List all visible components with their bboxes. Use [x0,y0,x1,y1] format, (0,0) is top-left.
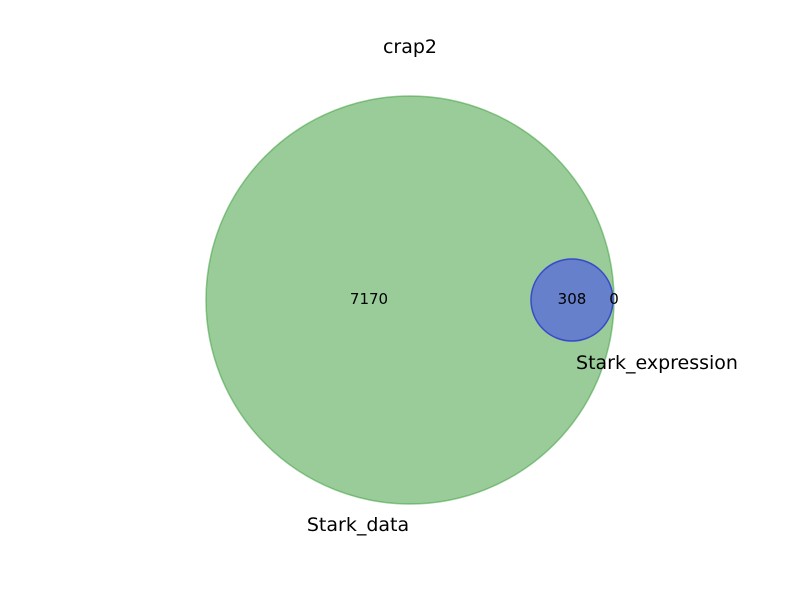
set-circle-stark-data [205,95,615,505]
region-label-only-stark-expression: 0 [609,290,619,308]
region-label-only-stark-data: 7170 [350,290,388,308]
set-circle-stark-expression [530,258,614,342]
region-label-intersection: 308 [558,290,587,308]
set-label-stark-expression: Stark_expression [576,352,738,374]
set-label-stark-data: Stark_data [307,514,409,536]
chart-title: crap2 [383,36,437,58]
